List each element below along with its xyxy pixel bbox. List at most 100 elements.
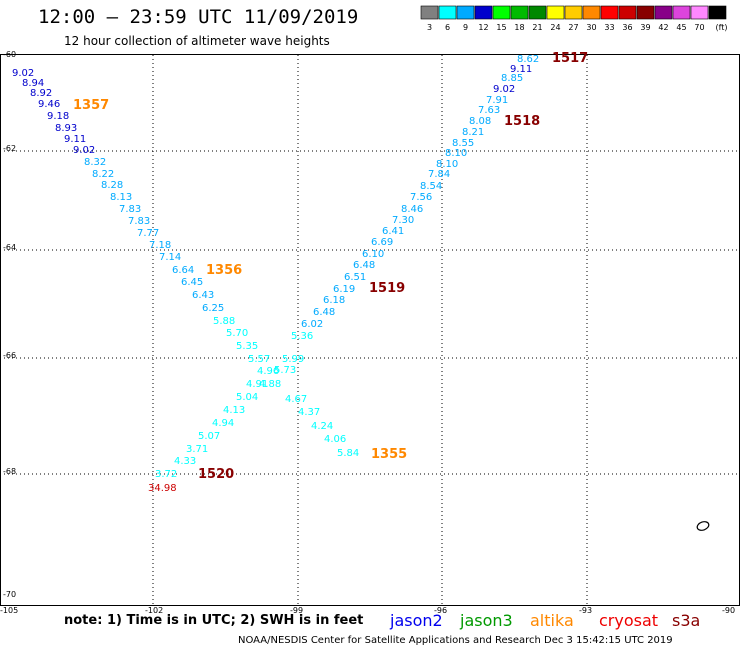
swh-observation: 8.28 xyxy=(101,180,123,191)
swh-observation: 4.94 xyxy=(212,418,234,429)
swh-observation: 8.92 xyxy=(30,88,52,99)
swh-observation: 4.06 xyxy=(324,434,346,445)
swh-observation: 4.13 xyxy=(223,405,245,416)
colorbar-label: 30 xyxy=(586,23,596,32)
colorbar-label: 70 xyxy=(694,23,704,32)
colorbar-label: 12 xyxy=(478,23,488,32)
swh-observation: 8.08 xyxy=(469,116,491,127)
swh-observation: 8.55 xyxy=(452,138,474,149)
colorbar-label: 27 xyxy=(568,23,578,32)
map-frame xyxy=(0,54,740,606)
swh-observation: 5.57 xyxy=(248,354,270,365)
pass-label: 1355 xyxy=(371,447,407,462)
swh-observation: 7.91 xyxy=(486,95,508,106)
swh-observation: 4.24 xyxy=(311,421,333,432)
swh-observation: 8.22 xyxy=(92,169,114,180)
island-outline xyxy=(696,521,710,531)
lon-tick-label: -90 xyxy=(722,606,735,615)
colorbar-swatch xyxy=(582,5,601,20)
colorbar-label: 42 xyxy=(658,23,668,32)
mission-jason3: jason3 xyxy=(460,611,513,630)
swh-observation: 4.67 xyxy=(285,394,307,405)
colorbar-label: 18 xyxy=(514,23,524,32)
colorbar-swatch xyxy=(654,5,673,20)
swh-observation: 4.33 xyxy=(174,456,196,467)
swh-observation: 8.62 xyxy=(517,54,539,65)
colorbar-swatch xyxy=(708,5,727,20)
colorbar-swatch xyxy=(492,5,511,20)
swh-observation: 8.94 xyxy=(22,78,44,89)
swh-observation: 5.73 xyxy=(274,365,296,376)
lon-tick-label: -93 xyxy=(579,606,592,615)
colorbar-swatch xyxy=(672,5,691,20)
swh-observation: 6.25 xyxy=(202,303,224,314)
colorbar-label: 24 xyxy=(550,23,560,32)
colorbar-label: 36 xyxy=(622,23,632,32)
colorbar-swatch xyxy=(474,5,493,20)
colorbar-label: 9 xyxy=(463,23,468,32)
swh-observation: 7.77 xyxy=(137,228,159,239)
colorbar-label: 6 xyxy=(445,23,450,32)
swh-observation: 8.10 xyxy=(436,159,458,170)
colorbar-label: 39 xyxy=(640,23,650,32)
swh-observation: 6.45 xyxy=(181,277,203,288)
swh-observation: 4.96 xyxy=(257,366,279,377)
map-title: 12:00 — 23:59 UTC 11/09/2019 xyxy=(38,6,359,28)
swh-observation: 8.13 xyxy=(110,192,132,203)
swh-observation: 6.18 xyxy=(323,295,345,306)
swh-observation: 6.48 xyxy=(313,307,335,318)
swh-observation: 6.02 xyxy=(301,319,323,330)
swh-observation: 8.10 xyxy=(445,148,467,159)
swh-observation: 6.48 xyxy=(353,260,375,271)
swh-observation: 5.04 xyxy=(236,392,258,403)
swh-observation: 7.63 xyxy=(478,105,500,116)
colorbar-swatch xyxy=(528,5,547,20)
lat-tick-label: -62 xyxy=(3,144,16,153)
colorbar-swatch xyxy=(690,5,709,20)
colorbar-label: 45 xyxy=(676,23,686,32)
swh-observation: 5.35 xyxy=(236,341,258,352)
swh-observation: 3.71 xyxy=(0,0,22,3)
colorbar-swatch xyxy=(564,5,583,20)
swh-observation: 9.11 xyxy=(64,134,86,145)
pass-label: 1356 xyxy=(206,263,242,278)
swh-observation: 5.84 xyxy=(337,448,359,459)
swh-observation: 5.99 xyxy=(282,354,304,365)
lon-tick-label: -102 xyxy=(145,606,163,615)
swh-observation: 34.98 xyxy=(148,483,177,494)
colorbar-swatch xyxy=(618,5,637,20)
swh-observation: 7.83 xyxy=(128,216,150,227)
colorbar-label: 21 xyxy=(532,23,542,32)
colorbar-swatch xyxy=(510,5,529,20)
lat-tick-label: -66 xyxy=(3,351,16,360)
swh-observation: 5.07 xyxy=(198,431,220,442)
swh-observation: 9.11 xyxy=(510,64,532,75)
colorbar-swatch xyxy=(420,5,439,20)
swh-observation: 6.43 xyxy=(192,290,214,301)
swh-observation: 7.56 xyxy=(410,192,432,203)
colorbar-label: 3 xyxy=(427,23,432,32)
lat-tick-label: -60 xyxy=(3,50,16,59)
swh-observation: 4.88 xyxy=(259,379,281,390)
swh-observation: 8.93 xyxy=(55,123,77,134)
swh-observation: 5.36 xyxy=(291,331,313,342)
swh-observation: 6.10 xyxy=(362,249,384,260)
colorbar-swatch xyxy=(600,5,619,20)
colorbar-swatch xyxy=(636,5,655,20)
pass-label: 1520 xyxy=(198,467,234,482)
footer-note: note: 1) Time is in UTC; 2) SWH is in fe… xyxy=(64,613,364,628)
lon-tick-label: -99 xyxy=(290,606,303,615)
swh-observation: 8.85 xyxy=(501,73,523,84)
swh-observation: 5.88 xyxy=(213,316,235,327)
swh-observation: 6.69 xyxy=(371,237,393,248)
credit-line: NOAA/NESDIS Center for Satellite Applica… xyxy=(238,635,673,646)
mission-cryosat: cryosat xyxy=(599,611,659,630)
mission-s3a: s3a xyxy=(672,611,701,630)
swh-observation: 4.91 xyxy=(246,379,268,390)
pass-label: 1518 xyxy=(504,114,540,129)
colorbar-label: 15 xyxy=(496,23,506,32)
swh-observation: 9.46 xyxy=(38,99,60,110)
swh-observation: 9.02 xyxy=(73,145,95,156)
swh-observation: 6.64 xyxy=(172,265,194,276)
